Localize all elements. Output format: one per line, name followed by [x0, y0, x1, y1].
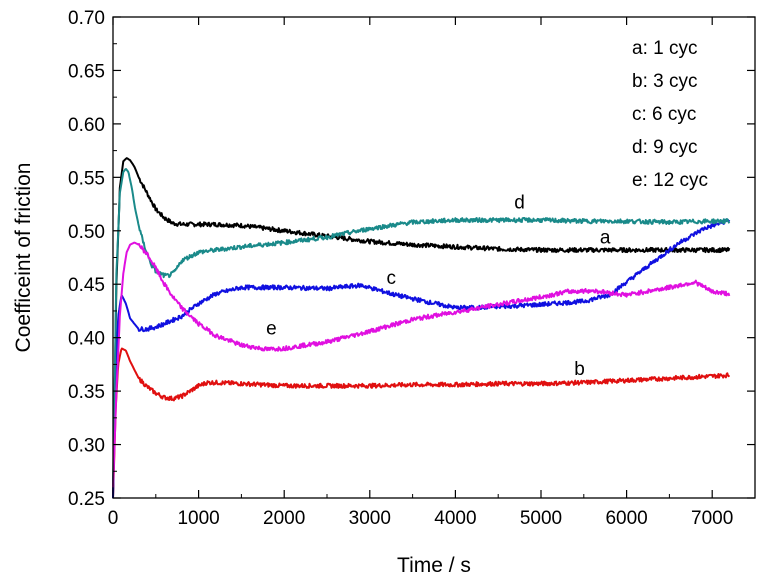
x-tick-label: 0 — [108, 508, 119, 529]
y-tick-label: 0.70 — [68, 8, 105, 29]
x-tick-label: 2000 — [263, 508, 305, 529]
legend-entry: d: 9 cyc — [632, 137, 697, 158]
x-axis: 0 1000 2000 3000 4000 5000 6000 7000 — [108, 17, 733, 529]
y-tick-label: 0.65 — [68, 61, 105, 82]
x-tick-label: 7000 — [691, 508, 733, 529]
y-tick-label: 0.55 — [68, 168, 105, 189]
curve-label-c: c — [386, 268, 396, 289]
legend: a: 1 cyc b: 3 cyc c: 6 cyc d: 9 cyc e: 12 cy… — [632, 38, 708, 191]
legend-entry: a: 1 cyc — [632, 38, 697, 59]
y-tick-label: 0.45 — [68, 275, 105, 296]
curve-labels: a b c d e — [266, 192, 611, 380]
series-line-c — [112, 218, 731, 499]
series-line-d — [112, 168, 731, 488]
y-tick-label: 0.35 — [68, 382, 105, 403]
curve-label-a: a — [600, 228, 611, 249]
y-tick-label: 0.25 — [68, 489, 105, 510]
y-tick-label: 0.40 — [68, 329, 105, 350]
curve-label-e: e — [266, 318, 277, 339]
series-line-a — [112, 157, 731, 499]
legend-entry: b: 3 cyc — [632, 71, 697, 92]
x-tick-label: 6000 — [605, 508, 647, 529]
curve-label-d: d — [514, 192, 525, 213]
x-axis-title: Time / s — [397, 554, 471, 577]
series-line-e — [112, 241, 731, 488]
x-tick-label: 4000 — [434, 508, 476, 529]
y-tick-label: 0.50 — [68, 222, 105, 243]
y-axis-title: Coefficeint of friction — [12, 163, 35, 353]
series-group — [112, 157, 731, 499]
y-tick-label: 0.30 — [68, 436, 105, 457]
legend-entry: c: 6 cyc — [632, 104, 696, 125]
legend-entry: e: 12 cyc — [632, 170, 708, 191]
y-axis: 0.25 0.30 0.35 0.40 0.45 0.50 0.55 0.60 0.65 0.70 — [68, 8, 755, 510]
series-line-b — [112, 347, 731, 499]
x-tick-label: 1000 — [177, 508, 219, 529]
x-tick-label: 5000 — [520, 508, 562, 529]
x-tick-label: 3000 — [349, 508, 391, 529]
y-tick-label: 0.60 — [68, 115, 105, 136]
curve-label-b: b — [574, 359, 585, 380]
